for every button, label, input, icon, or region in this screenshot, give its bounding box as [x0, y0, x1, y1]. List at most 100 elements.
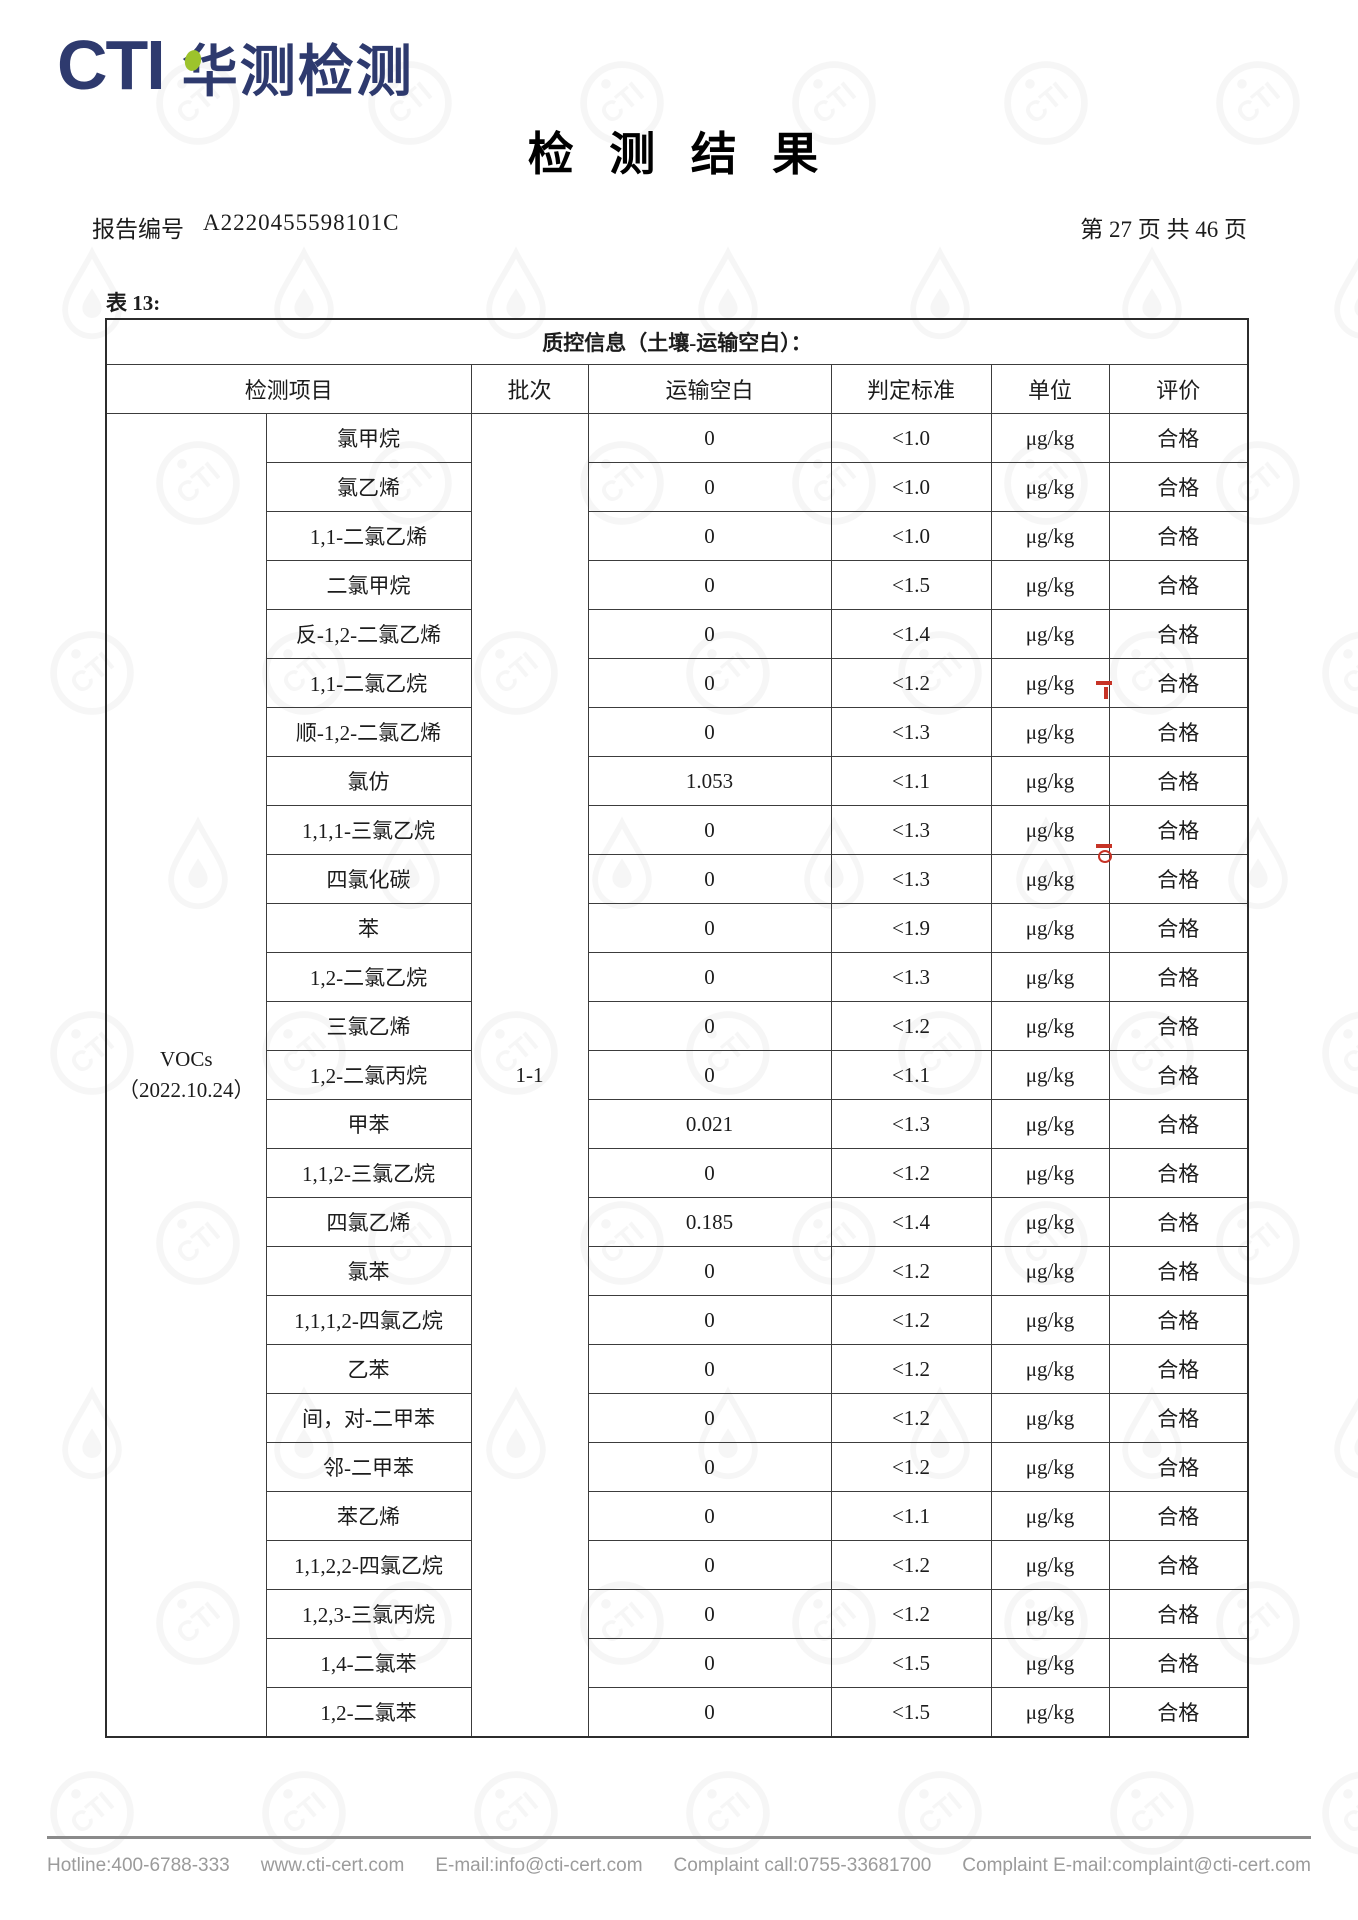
report-number-label: 报告编号	[92, 217, 184, 242]
unit-cell: μg/kg	[990, 854, 1110, 904]
item-cell: 1,2-二氯乙烷	[265, 952, 472, 1002]
eval-cell: 合格	[1108, 805, 1249, 855]
eval-cell: 合格	[1108, 1638, 1249, 1688]
unit-cell: μg/kg	[990, 462, 1110, 512]
qc-title-row: 质控信息（土壤-运输空白）：	[105, 318, 1249, 365]
page-indicator: 第 27 页 共 46 页	[1080, 217, 1247, 242]
item-cell: 1,2,3-三氯丙烷	[265, 1589, 472, 1639]
eval-cell: 合格	[1108, 1148, 1249, 1198]
eval-cell: 合格	[1108, 1099, 1249, 1149]
item-cell: 氯甲烷	[265, 413, 472, 463]
standard-cell: <1.1	[830, 1491, 992, 1541]
standard-cell: <1.2	[830, 658, 992, 708]
eval-cell: 合格	[1108, 560, 1249, 610]
standard-cell: <1.4	[830, 1197, 992, 1247]
page-title: 检 测 结 果	[527, 129, 831, 180]
blank-value-cell: 0	[587, 1442, 832, 1492]
table-row: 苯 0 <1.9 μg/kg 合格	[106, 903, 1249, 953]
item-cell: 氯苯	[265, 1246, 472, 1296]
blank-value-cell: 0	[587, 609, 832, 659]
table-row: 邻-二甲苯 0 <1.2 μg/kg 合格	[106, 1442, 1249, 1492]
footer: Hotline:400-6788-333 www.cti-cert.com E-…	[47, 1855, 1311, 1877]
eval-cell: 合格	[1108, 952, 1249, 1002]
header-row: 检测项目 批次 运输空白 判定标准 单位 评价	[105, 364, 1249, 414]
eval-cell: 合格	[1108, 1295, 1249, 1345]
blank-value-cell: 0	[587, 413, 832, 463]
unit-cell: μg/kg	[990, 1050, 1110, 1100]
footer-divider	[47, 1836, 1311, 1839]
batch-cell: 1-1	[470, 413, 589, 1738]
standard-cell: <1.1	[830, 756, 992, 806]
unit-cell: μg/kg	[990, 413, 1110, 463]
standard-cell: <1.2	[830, 1295, 992, 1345]
blank-value-cell: 0	[587, 1491, 832, 1541]
item-cell: 1,4-二氯苯	[265, 1638, 472, 1688]
blank-value-cell: 0.021	[587, 1099, 832, 1149]
table-row: 间，对-二甲苯 0 <1.2 μg/kg 合格	[106, 1393, 1249, 1443]
item-cell: 1,2-二氯苯	[265, 1687, 472, 1738]
blank-value-cell: 0	[587, 903, 832, 953]
unit-cell: μg/kg	[990, 805, 1110, 855]
eval-cell: 合格	[1108, 1589, 1249, 1639]
unit-cell: μg/kg	[990, 707, 1110, 757]
table-caption: 表 13:	[106, 291, 161, 315]
blank-value-cell: 0	[587, 1246, 832, 1296]
eval-cell: 合格	[1108, 1050, 1249, 1100]
group-date: （2022.10.24）	[118, 1078, 255, 1102]
table-row: 1,2-二氯丙烷 0 <1.1 μg/kg 合格	[106, 1050, 1249, 1100]
table-row: 反-1,2-二氯乙烯 0 <1.4 μg/kg 合格	[106, 609, 1249, 659]
blank-value-cell: 0.185	[587, 1197, 832, 1247]
table-row: 1,1,1-三氯乙烷 0 <1.3 μg/kg 合格	[106, 805, 1249, 855]
unit-cell: μg/kg	[990, 1001, 1110, 1051]
unit-cell: μg/kg	[990, 952, 1110, 1002]
standard-cell: <1.3	[830, 805, 992, 855]
blank-value-cell: 0	[587, 805, 832, 855]
table-row: 二氯甲烷 0 <1.5 μg/kg 合格	[106, 560, 1249, 610]
table-row: 1,1-二氯乙烷 0 <1.2 μg/kg 合格	[106, 658, 1249, 708]
table-row: 1,4-二氯苯 0 <1.5 μg/kg 合格	[106, 1638, 1249, 1688]
eval-cell: 合格	[1108, 511, 1249, 561]
table-row: 1,1,2,2-四氯乙烷 0 <1.2 μg/kg 合格	[106, 1540, 1249, 1590]
table-row: 顺-1,2-二氯乙烯 0 <1.3 μg/kg 合格	[106, 707, 1249, 757]
item-cell: 甲苯	[265, 1099, 472, 1149]
unit-cell: μg/kg	[990, 1197, 1110, 1247]
eval-cell: 合格	[1108, 1246, 1249, 1296]
blank-value-cell: 0	[587, 1148, 832, 1198]
unit-cell: μg/kg	[990, 1393, 1110, 1443]
item-cell: 1,1,1-三氯乙烷	[265, 805, 472, 855]
item-cell: 三氯乙烯	[265, 1001, 472, 1051]
item-cell: 四氯乙烯	[265, 1197, 472, 1247]
item-cell: 1,1,2-三氯乙烷	[265, 1148, 472, 1198]
footer-hotline: Hotline:400-6788-333	[47, 1855, 230, 1876]
table-row: 四氯乙烯 0.185 <1.4 μg/kg 合格	[106, 1197, 1249, 1247]
logo-chinese-text: 华测检测	[181, 40, 414, 103]
unit-cell: μg/kg	[990, 1099, 1110, 1149]
footer-email: E-mail:info@cti-cert.com	[435, 1855, 643, 1876]
standard-cell: <1.2	[830, 1393, 992, 1443]
blank-value-cell: 0	[587, 1638, 832, 1688]
unit-cell: μg/kg	[990, 1491, 1110, 1541]
eval-cell: 合格	[1108, 1344, 1249, 1394]
unit-cell: μg/kg	[990, 1148, 1110, 1198]
blank-value-cell: 0	[587, 462, 832, 512]
blank-value-cell: 0	[587, 1687, 832, 1738]
blank-value-cell: 0	[587, 1540, 832, 1590]
standard-cell: <1.3	[830, 707, 992, 757]
eval-cell: 合格	[1108, 1393, 1249, 1443]
unit-cell: μg/kg	[990, 1589, 1110, 1639]
item-cell: 1,2-二氯丙烷	[265, 1050, 472, 1100]
unit-cell: μg/kg	[990, 658, 1110, 708]
blank-value-cell: 0	[587, 707, 832, 757]
item-cell: 苯乙烯	[265, 1491, 472, 1541]
blank-value-cell: 0	[587, 1589, 832, 1639]
table-row: 氯乙烯 0 <1.0 μg/kg 合格	[106, 462, 1249, 512]
eval-cell: 合格	[1108, 462, 1249, 512]
col-header-blank: 运输空白	[587, 364, 832, 414]
standard-cell: <1.3	[830, 1099, 992, 1149]
standard-cell: <1.2	[830, 1001, 992, 1051]
table-row: 1,1,1,2-四氯乙烷 0 <1.2 μg/kg 合格	[106, 1295, 1249, 1345]
eval-cell: 合格	[1108, 658, 1249, 708]
item-cell: 苯	[265, 903, 472, 953]
